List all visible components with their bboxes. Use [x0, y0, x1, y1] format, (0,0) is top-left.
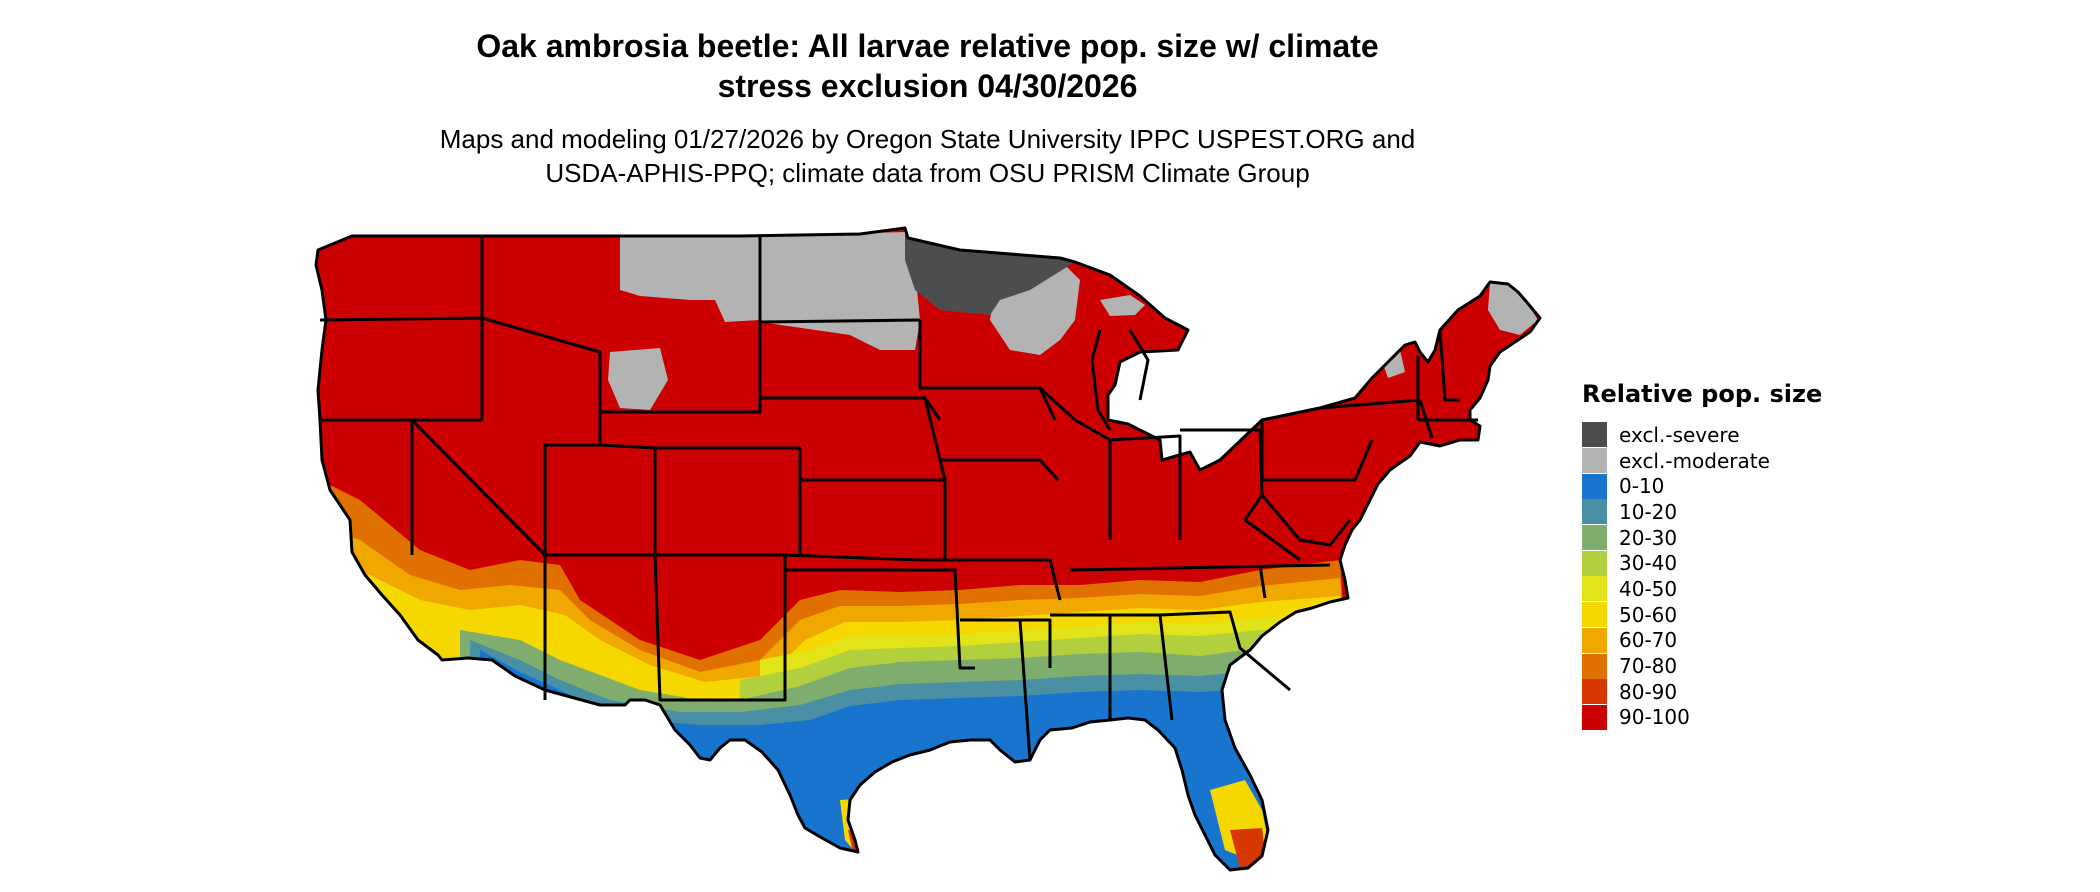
- legend-item: 20-30: [1582, 525, 1902, 551]
- legend-item: 70-80: [1582, 653, 1902, 679]
- zone-excl-severe-minnesota: [905, 228, 1075, 315]
- boundary-nw-states: [319, 236, 762, 700]
- legend-item: 90-100: [1582, 704, 1902, 731]
- legend-label: 10-20: [1619, 499, 1678, 524]
- legend-item: excl.-moderate: [1582, 448, 1902, 474]
- map-subtitle-line-1: Maps and modeling 01/27/2026 by Oregon S…: [439, 124, 1416, 154]
- legend-swatch: [1582, 627, 1607, 653]
- map-subtitle-line-2: USDA-APHIS-PPQ; climate data from OSU PR…: [545, 158, 1310, 188]
- legend-item: 30-40: [1582, 550, 1902, 576]
- legend-label: 0-10: [1619, 474, 1665, 499]
- legend-swatch: [1582, 602, 1607, 628]
- legend-swatch: [1582, 473, 1607, 499]
- zone-excl-moderate-michigan: [1100, 295, 1145, 316]
- state-boundaries: [314, 226, 1542, 872]
- legend-swatch: [1582, 448, 1607, 474]
- boundary-four-corners: [653, 446, 921, 702]
- boundary-virginias: [1244, 494, 1352, 562]
- great-lakes-shore: [1090, 329, 1150, 431]
- legend-item: excl.-severe: [1582, 422, 1902, 448]
- legend-item: 50-60: [1582, 602, 1902, 628]
- legend-swatch: [1582, 679, 1607, 705]
- map-title-line-2: stress exclusion 04/30/2026: [717, 68, 1138, 104]
- map-title-line-1: Oak ambrosia beetle: All larvae relative…: [476, 28, 1379, 64]
- legend-label: excl.-severe: [1619, 422, 1740, 447]
- zone-excl-moderate-wyoming: [608, 348, 668, 410]
- boundary-south: [960, 563, 1331, 761]
- legend-swatch: [1582, 653, 1607, 679]
- legend-label: 80-90: [1619, 679, 1678, 704]
- legend-items: excl.-severe excl.-moderate 0-10 10-20 20-30…: [1582, 422, 1902, 730]
- legend-title: Relative pop. size: [1582, 380, 1823, 408]
- legend-item: 40-50: [1582, 576, 1902, 602]
- legend-label: 90-100: [1619, 705, 1690, 730]
- legend-item: 10-20: [1582, 499, 1902, 525]
- legend-label: 30-40: [1619, 551, 1678, 576]
- legend-swatch: [1582, 704, 1607, 730]
- legend-label: 50-60: [1619, 602, 1678, 627]
- legend-swatch: [1582, 550, 1607, 576]
- legend-item: 0-10: [1582, 473, 1902, 499]
- boundary-midwest: [918, 320, 1264, 540]
- zone-excl-moderate-north: [620, 236, 760, 322]
- legend-label: excl.-moderate: [1619, 448, 1770, 473]
- legend: Relative pop. size excl.-severe excl.-mod…: [1582, 380, 1902, 730]
- legend-swatch: [1582, 576, 1607, 602]
- legend-swatch: [1582, 499, 1607, 525]
- zone-excl-moderate-maine: [1488, 282, 1538, 335]
- legend-label: 20-30: [1619, 525, 1678, 550]
- legend-item: 80-90: [1582, 679, 1902, 705]
- legend-swatch: [1582, 422, 1607, 448]
- zone-80-90-florida: [1230, 828, 1266, 868]
- legend-label: 70-80: [1619, 654, 1678, 679]
- legend-swatch: [1582, 525, 1607, 551]
- legend-item: 60-70: [1582, 627, 1902, 654]
- legend-label: 60-70: [1619, 628, 1678, 653]
- legend-label: 40-50: [1619, 576, 1678, 601]
